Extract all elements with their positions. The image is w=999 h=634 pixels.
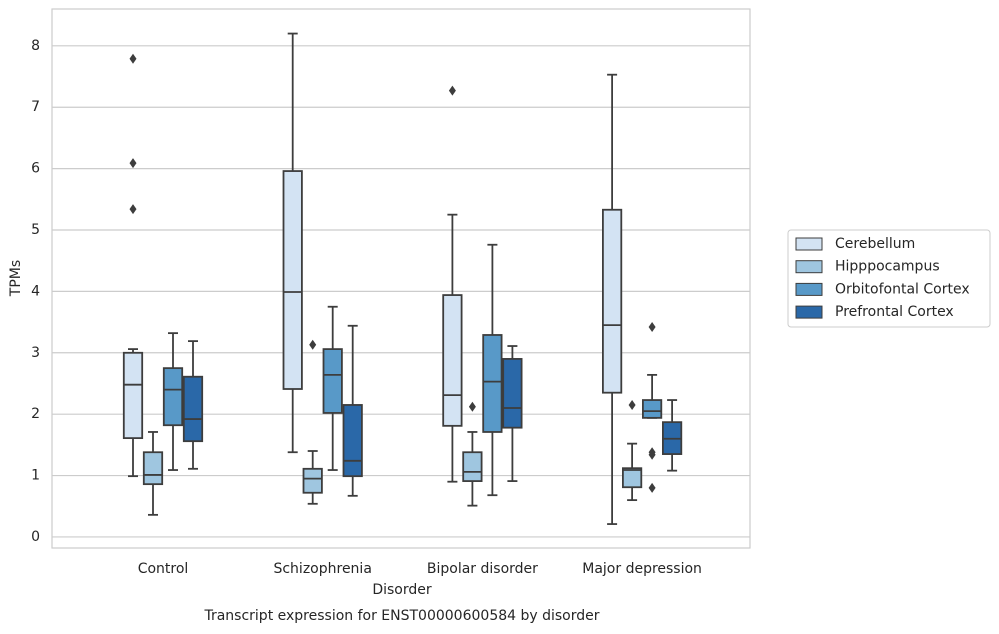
y-tick-label: 3 <box>31 345 40 361</box>
box-group <box>442 85 463 483</box>
legend-swatch <box>795 260 823 274</box>
flier <box>648 449 656 460</box>
legend <box>787 229 991 328</box>
box <box>342 404 363 478</box>
flier <box>468 401 476 412</box>
box-group <box>462 401 483 507</box>
flier <box>129 158 137 169</box>
legend-label: Orbitofontal Cortex <box>835 281 970 297</box>
box-group <box>302 339 323 505</box>
legend-label: Hipppocampus <box>835 259 940 275</box>
box <box>302 467 323 494</box>
flier <box>129 53 137 64</box>
x-axis-label: Disorder <box>372 582 432 598</box>
box <box>442 294 463 427</box>
legend-label: Cerebellum <box>835 236 915 252</box>
flier <box>648 321 656 332</box>
box-group <box>142 431 164 516</box>
box-group <box>482 243 503 497</box>
y-tick-label: 0 <box>31 529 40 545</box>
box <box>182 375 204 443</box>
x-tick-label: Control <box>138 561 189 577</box>
legend-label: Prefrontal Cortex <box>835 304 954 320</box>
flier <box>129 204 137 215</box>
box-group <box>282 32 303 454</box>
y-tick-label: 1 <box>31 468 40 484</box>
box-group <box>342 324 363 497</box>
y-axis-label: TPMs <box>8 260 24 297</box>
flier <box>309 339 317 350</box>
y-tick-label: 2 <box>31 406 40 422</box>
box <box>602 208 623 394</box>
box-group <box>602 73 623 525</box>
x-tick-label: Schizophrenia <box>273 561 371 577</box>
box <box>142 451 164 486</box>
box <box>622 467 643 489</box>
grid <box>52 45 750 538</box>
legend-swatch <box>795 237 823 251</box>
box <box>642 399 663 419</box>
box <box>282 170 303 390</box>
box <box>162 367 184 427</box>
x-tick-label: Major depression <box>582 561 702 577</box>
y-tick-label: 6 <box>31 161 40 177</box>
box-group <box>122 53 144 478</box>
plot-area <box>51 8 751 549</box>
box-group <box>642 321 663 493</box>
legend-swatch <box>795 282 823 296</box>
box-group <box>502 345 523 482</box>
flier <box>448 85 456 96</box>
box-group <box>622 399 643 502</box>
y-tick-label: 8 <box>31 38 40 54</box>
marks <box>122 32 683 525</box>
box <box>122 351 144 440</box>
y-tick-label: 4 <box>31 283 40 299</box>
box-group <box>162 332 184 471</box>
flier <box>648 482 656 493</box>
flier <box>628 399 636 410</box>
box <box>462 451 483 482</box>
box <box>322 348 343 414</box>
box-group <box>182 340 204 470</box>
box-group <box>662 399 683 472</box>
y-tick-label: 5 <box>31 222 40 238</box>
box <box>482 334 503 433</box>
box-group <box>322 305 343 471</box>
x-tick-label: Bipolar disorder <box>427 561 538 577</box>
legend-swatch <box>795 305 823 319</box>
box <box>502 358 523 429</box>
chart-title: Transcript expression for ENST0000060058… <box>203 608 599 624</box>
y-tick-label: 7 <box>31 99 40 115</box>
